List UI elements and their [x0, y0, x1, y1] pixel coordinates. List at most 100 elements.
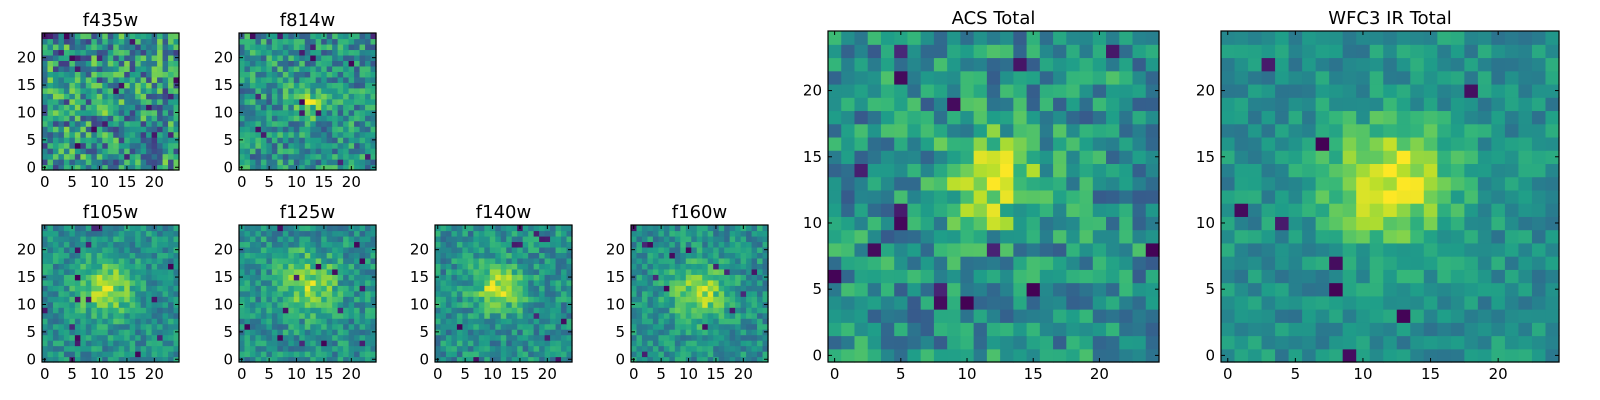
heatmap-cell	[467, 263, 474, 270]
heatmap-cell	[359, 301, 366, 308]
heatmap-cell	[173, 60, 180, 67]
heatmap-cell	[828, 110, 842, 125]
heatmap-cell	[1039, 97, 1054, 112]
heatmap-cell	[354, 340, 361, 347]
heatmap-cell	[315, 115, 322, 122]
heatmap-cell	[933, 57, 948, 72]
heatmap-cell	[1369, 203, 1384, 217]
heatmap-cell	[511, 334, 518, 341]
heatmap-cell	[920, 83, 935, 98]
heatmap-cell	[1315, 163, 1330, 178]
heatmap-cell	[282, 329, 289, 336]
heatmap-cell	[288, 87, 295, 94]
heatmap-cell	[266, 120, 273, 127]
heatmap-cell	[729, 307, 736, 314]
heatmap-cell	[354, 159, 361, 166]
heatmap-cell	[1000, 322, 1014, 337]
heatmap-cell	[1039, 70, 1054, 85]
heatmap-cell	[107, 159, 114, 166]
heatmap-cell	[47, 82, 54, 89]
heatmap-cell	[151, 142, 158, 149]
heatmap-cell	[1504, 163, 1520, 178]
heatmap-cell	[1477, 335, 1492, 350]
heatmap-cell	[1491, 203, 1506, 217]
heatmap-cell	[348, 115, 355, 122]
heatmap-cell	[986, 136, 1001, 151]
heatmap-cell	[920, 110, 935, 125]
heatmap-cell	[348, 65, 355, 72]
heatmap-cell	[1234, 229, 1249, 244]
heatmap-cell	[539, 307, 546, 314]
heatmap-cell	[517, 246, 524, 253]
heatmap-cell	[293, 307, 300, 314]
heatmap-cell	[288, 164, 295, 171]
heatmap-cell	[713, 345, 720, 352]
heatmap-cell	[348, 131, 355, 138]
heatmap-cell	[91, 252, 98, 259]
heatmap-cell	[118, 71, 125, 78]
heatmap-cell	[337, 301, 344, 308]
heatmap-cell	[550, 257, 557, 264]
heatmap-cell	[495, 318, 502, 325]
heatmap-cell	[321, 263, 328, 270]
heatmap-cell	[58, 137, 65, 144]
y-tick-label: 10	[214, 103, 233, 121]
heatmap-cell	[255, 252, 262, 259]
heatmap-cell	[566, 252, 573, 259]
heatmap-cell	[354, 65, 361, 72]
heatmap-cell	[724, 290, 731, 297]
heatmap-cell	[561, 307, 568, 314]
heatmap-cell	[277, 38, 284, 45]
heatmap-cell	[343, 334, 350, 341]
heatmap-cell	[828, 348, 842, 363]
heatmap-cell	[647, 356, 654, 363]
heatmap-cell	[462, 351, 469, 358]
heatmap-cell	[685, 323, 692, 330]
heatmap-cell	[47, 252, 54, 259]
heatmap-cell	[1315, 203, 1330, 217]
heatmap-cell	[162, 257, 169, 264]
heatmap-cell	[1221, 189, 1236, 204]
heatmap-cell	[102, 98, 109, 105]
heatmap-cell	[102, 323, 109, 330]
heatmap-cell	[255, 38, 262, 45]
heatmap-cell	[348, 312, 355, 319]
heatmap-cell	[266, 263, 273, 270]
heatmap-cell	[304, 329, 311, 336]
heatmap-cell	[113, 329, 120, 336]
heatmap-cell	[1302, 309, 1317, 323]
heatmap-cell	[58, 98, 65, 105]
heatmap-cell	[124, 104, 131, 111]
axes-frame	[238, 32, 377, 171]
heatmap-cell	[920, 150, 935, 164]
heatmap-cell	[129, 65, 136, 72]
heatmap-cell	[1026, 57, 1041, 72]
heatmap-cell	[451, 279, 458, 286]
heatmap-cell	[332, 49, 339, 56]
heatmap-cell	[146, 235, 153, 243]
heatmap-cell	[337, 290, 344, 297]
heatmap-cell	[348, 268, 355, 275]
heatmap-cell	[1026, 44, 1041, 59]
heatmap-cell	[359, 98, 366, 105]
heatmap-cell	[489, 345, 496, 352]
heatmap-cell	[63, 274, 70, 281]
heatmap-cell	[1545, 229, 1560, 244]
heatmap-cell	[173, 33, 180, 40]
heatmap-cell	[762, 345, 769, 352]
heatmap-cell	[102, 60, 109, 67]
heatmap-cell	[511, 318, 518, 325]
heatmap-cell	[151, 345, 158, 352]
heatmap-cell	[42, 252, 49, 259]
heatmap-cell	[729, 345, 736, 352]
heatmap-cell	[1000, 282, 1014, 297]
heatmap-cell	[69, 65, 76, 72]
heatmap-cell	[315, 131, 322, 138]
heatmap-cell	[1221, 163, 1236, 178]
heatmap-cell	[343, 148, 350, 155]
x-tick-label: 0	[433, 365, 443, 383]
heatmap-cell	[277, 285, 284, 292]
heatmap-cell	[1356, 335, 1371, 350]
heatmap-cell	[1437, 163, 1452, 178]
heatmap-cell	[96, 268, 103, 275]
